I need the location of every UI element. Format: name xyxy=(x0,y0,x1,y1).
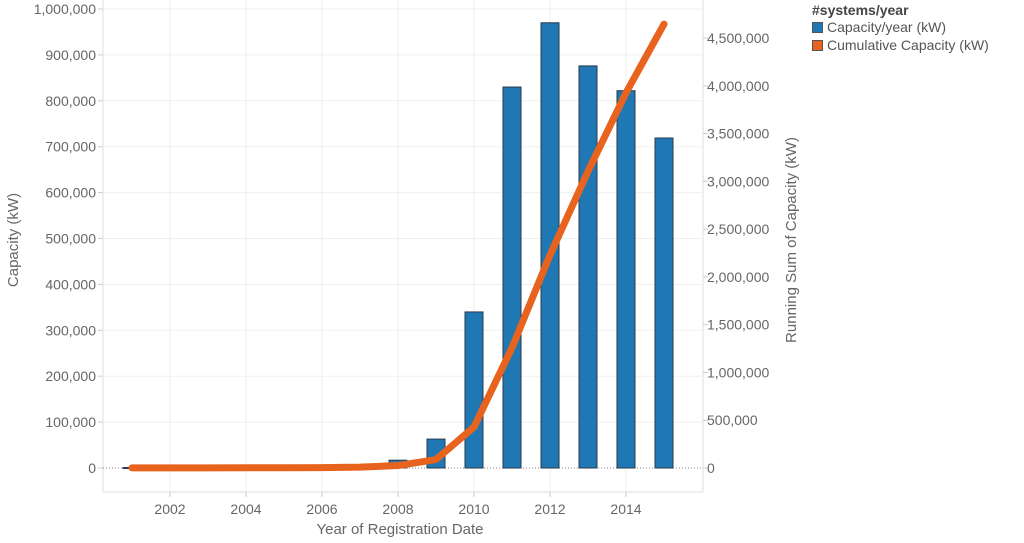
cumulative-line xyxy=(128,20,668,472)
bar-2012 xyxy=(540,22,560,469)
y-left-tick-label: 600,000 xyxy=(45,185,96,201)
legend-item-cumulative[interactable]: Cumulative Capacity (kW) xyxy=(812,36,989,54)
x-tick-label: 2006 xyxy=(306,501,337,517)
y-left-tick-label: 400,000 xyxy=(45,276,96,292)
y-left-tick-label: 500,000 xyxy=(45,231,96,247)
y-right-tick-label: 2,000,000 xyxy=(707,269,769,285)
cumulative-capacity-line xyxy=(128,20,668,472)
y-right-tick-label: 2,500,000 xyxy=(707,221,769,237)
bar-2015 xyxy=(654,137,674,469)
x-tick-label: 2012 xyxy=(534,501,565,517)
y-right-tick-label: 3,500,000 xyxy=(707,126,769,142)
bar-2010 xyxy=(464,311,484,469)
legend: #systems/year Capacity/year (kW) Cumulat… xyxy=(812,2,989,54)
x-tick-label: 2002 xyxy=(154,501,185,517)
x-tick-label: 2008 xyxy=(382,501,413,517)
y-left-tick-label: 300,000 xyxy=(45,322,96,338)
x-tick-label: 2010 xyxy=(458,501,489,517)
bar-2013 xyxy=(578,65,598,469)
legend-label: Cumulative Capacity (kW) xyxy=(827,37,989,53)
y-right-tick-label: 1,000,000 xyxy=(707,364,769,380)
y-left-tick-label: 200,000 xyxy=(45,368,96,384)
y-right-tick-label: 4,000,000 xyxy=(707,78,769,94)
y-right-tick-label: 1,500,000 xyxy=(707,317,769,333)
y-left-tick-label: 0 xyxy=(88,460,96,476)
x-axis-label: Year of Registration Date xyxy=(316,521,483,538)
y-left-tick-label: 1,000,000 xyxy=(34,1,96,17)
y-left-tick-label: 900,000 xyxy=(45,47,96,63)
tick-labels: 0 100,000 200,000 300,000 400,000 500,000 600,… xyxy=(34,1,770,517)
bars xyxy=(122,22,674,470)
legend-swatch-blue xyxy=(812,21,823,33)
y-right-tick-label: 0 xyxy=(707,460,715,476)
bar-2011 xyxy=(502,86,522,469)
y-axis-left-label: Capacity (kW) xyxy=(5,193,22,287)
y-left-tick-label: 100,000 xyxy=(45,414,96,430)
y-left-tick-label: 800,000 xyxy=(45,93,96,109)
bar-2014 xyxy=(616,90,636,469)
y-right-tick-label: 4,500,000 xyxy=(707,30,769,46)
y-left-tick-label: 700,000 xyxy=(45,139,96,155)
legend-title: #systems/year xyxy=(812,2,909,18)
legend-item-capacity[interactable]: Capacity/year (kW) xyxy=(812,18,989,36)
legend-swatch-orange xyxy=(812,39,823,51)
y-right-tick-label: 3,000,000 xyxy=(707,173,769,189)
y-right-tick-label: 500,000 xyxy=(707,412,758,428)
legend-label: Capacity/year (kW) xyxy=(827,19,947,35)
x-tick-label: 2014 xyxy=(610,501,641,517)
x-tick-label: 2004 xyxy=(230,501,261,517)
y-axis-right-label: Running Sum of Capacity (kW) xyxy=(783,137,800,343)
